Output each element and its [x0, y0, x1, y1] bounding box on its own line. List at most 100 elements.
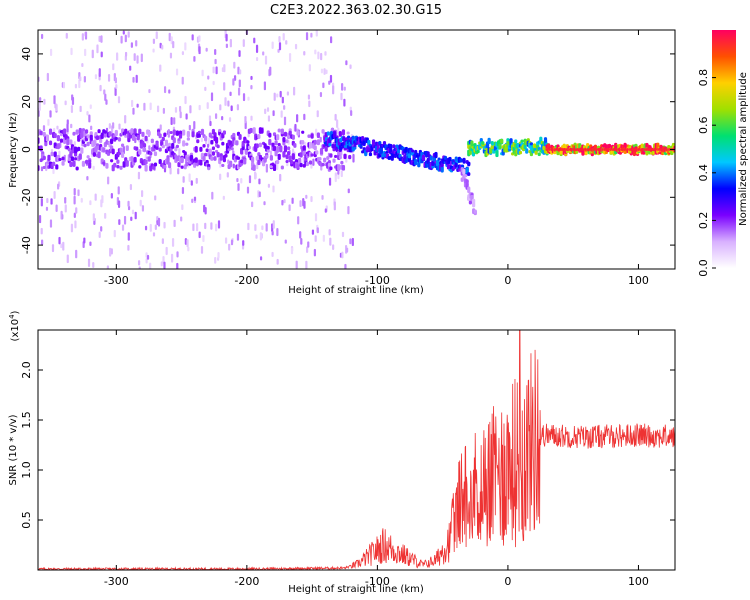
- heatmap-cell: [189, 154, 194, 161]
- heatmap-cell: [120, 151, 125, 158]
- heatmap-cell: [53, 133, 57, 139]
- heatmap-cell: [136, 103, 139, 108]
- heatmap-cell: [129, 65, 132, 71]
- heatmap-cell: [108, 123, 111, 129]
- heatmap-cell: [246, 186, 250, 194]
- heatmap-cell: [152, 48, 155, 53]
- x-tick-label: 100: [628, 274, 649, 287]
- heatmap-cell: [227, 148, 231, 152]
- heatmap-cell: [63, 128, 67, 135]
- colorbar-gradient: [712, 30, 736, 268]
- heatmap-cell: [272, 145, 277, 152]
- heatmap-cell: [80, 197, 83, 203]
- heatmap-cell: [177, 168, 180, 175]
- heatmap-cell: [193, 120, 196, 130]
- heatmap-cell: [180, 165, 184, 169]
- heatmap-cell: [144, 135, 148, 142]
- heatmap-cell: [181, 76, 184, 85]
- heatmap-cell: [169, 130, 173, 135]
- heatmap-cell: [417, 162, 421, 168]
- heatmap-cell: [161, 238, 164, 244]
- heatmap-cell: [194, 157, 198, 163]
- heatmap-cell: [92, 140, 96, 147]
- heatmap-cell: [66, 138, 70, 146]
- heatmap-cell: [431, 165, 435, 169]
- heatmap-cell: [351, 237, 354, 247]
- heatmap-cell: [332, 244, 335, 250]
- heatmap-cell: [347, 206, 350, 215]
- heatmap-cell: [176, 251, 179, 258]
- heatmap-cell: [159, 64, 162, 72]
- heatmap-cell: [70, 47, 73, 56]
- heatmap-cell: [349, 64, 352, 69]
- heatmap-cell: [86, 141, 90, 147]
- heatmap-cell: [148, 145, 151, 150]
- heatmap-cell: [138, 266, 141, 269]
- heatmap-cell: [320, 52, 323, 61]
- heatmap-cell: [72, 160, 76, 167]
- heatmap-cell: [180, 157, 184, 164]
- heatmap-cell: [100, 35, 103, 43]
- heatmap-cell: [523, 144, 527, 150]
- heatmap-cell: [67, 147, 71, 152]
- heatmap-cell: [48, 140, 53, 146]
- heatmap-cell: [263, 81, 266, 91]
- heatmap-cell: [244, 148, 248, 155]
- heatmap-cell: [208, 137, 211, 146]
- heatmap-cell: [343, 86, 346, 91]
- heatmap-cell: [136, 55, 139, 64]
- heatmap-cell: [66, 123, 69, 133]
- heatmap-cell: [287, 150, 291, 156]
- heatmap-cell: [45, 206, 49, 211]
- heatmap-cell: [435, 159, 440, 167]
- heatmap-cell: [168, 32, 171, 42]
- heatmap-cell: [53, 190, 56, 199]
- heatmap-cell: [305, 161, 310, 167]
- heatmap-cell: [210, 222, 213, 230]
- heatmap-cell: [421, 154, 426, 161]
- heatmap-cell: [274, 140, 278, 146]
- heatmap-cell: [92, 262, 95, 268]
- heatmap-cell: [312, 158, 315, 166]
- heatmap-cell: [197, 130, 201, 134]
- heatmap-cell: [295, 260, 298, 269]
- heatmap-cell: [66, 119, 69, 125]
- heatmap-cell: [392, 144, 396, 149]
- heatmap-cell: [160, 261, 163, 267]
- heatmap-cell: [171, 142, 175, 149]
- heatmap-cell: [214, 136, 219, 144]
- heatmap-cell: [176, 262, 179, 269]
- heatmap-cell: [285, 40, 288, 45]
- heatmap-cell: [158, 133, 162, 139]
- heatmap-cell: [102, 161, 106, 165]
- heatmap-cell: [191, 198, 194, 203]
- heatmap-cell: [47, 154, 51, 161]
- heatmap-cell: [308, 100, 311, 108]
- heatmap-cell: [344, 263, 347, 269]
- heatmap-cell: [112, 122, 115, 129]
- heatmap-cell: [40, 239, 44, 246]
- heatmap-cell: [434, 151, 438, 159]
- heatmap-cell: [296, 163, 300, 169]
- heatmap-cell: [143, 102, 146, 111]
- heatmap-cell: [194, 146, 198, 153]
- heatmap-cell: [164, 139, 169, 147]
- heatmap-cell: [50, 198, 53, 205]
- heatmap-cell: [163, 221, 166, 229]
- heatmap-cell: [534, 150, 538, 155]
- heatmap-cell: [239, 69, 242, 75]
- heatmap-cell: [138, 149, 142, 155]
- heatmap-cell: [371, 140, 376, 146]
- heatmap-cell: [40, 33, 44, 40]
- heatmap-cell: [103, 89, 106, 95]
- heatmap-cell: [79, 76, 82, 82]
- heatmap-cell: [42, 165, 46, 170]
- heatmap-cell: [131, 209, 135, 215]
- heatmap-cell: [110, 138, 114, 145]
- heatmap-cell: [300, 238, 303, 245]
- heatmap-cell: [282, 151, 286, 158]
- heatmap-cell: [49, 48, 53, 57]
- heatmap-cell: [175, 155, 180, 162]
- heatmap-cell: [337, 164, 341, 172]
- heatmap-cell: [341, 129, 346, 136]
